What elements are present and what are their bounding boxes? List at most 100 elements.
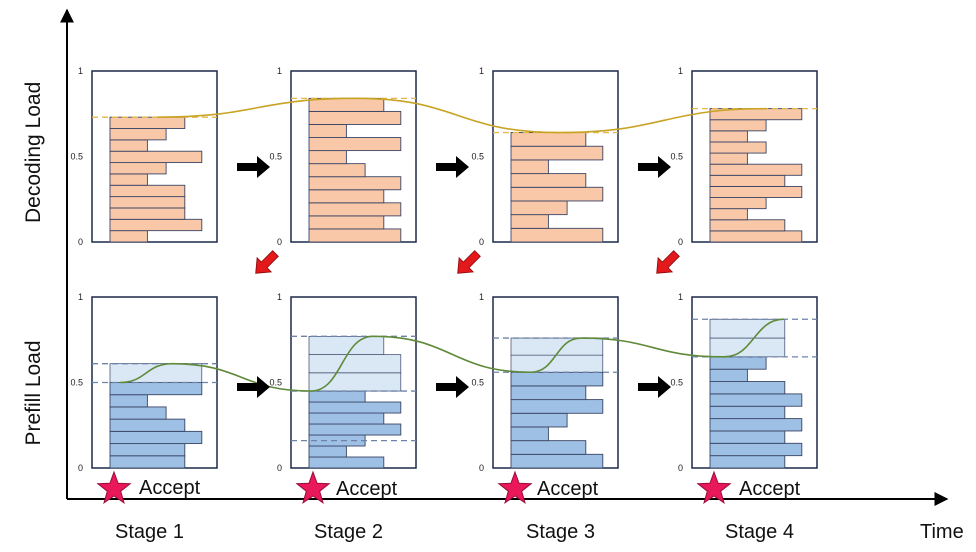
decode-bar xyxy=(510,200,568,216)
decode-bar xyxy=(709,197,767,210)
prefill-bar xyxy=(308,445,347,458)
decode-bar xyxy=(109,162,167,175)
stars-group xyxy=(96,470,732,504)
tick-label: 1 xyxy=(277,66,282,76)
prefill-bar xyxy=(709,442,803,457)
tick-label: 1 xyxy=(78,66,83,76)
prefill-bar xyxy=(709,405,786,420)
decode-bar xyxy=(510,214,549,229)
prefill-bar xyxy=(109,418,186,432)
decode-bar xyxy=(709,208,748,221)
tick-label: 1 xyxy=(678,66,683,76)
prefill-bar xyxy=(308,390,366,403)
tick-label: 0.5 xyxy=(670,378,683,388)
decode-bar xyxy=(308,215,385,230)
y-label-prefill: Prefill Load xyxy=(22,340,45,446)
prefill-pending-bar xyxy=(510,354,604,373)
prefill-pending-bar xyxy=(308,335,385,355)
star-icon xyxy=(295,470,331,504)
diagonal-arrow-icon xyxy=(656,250,680,274)
star-icon xyxy=(696,470,732,504)
decode-bar xyxy=(709,130,748,143)
decode-bar xyxy=(709,230,803,243)
tick-label: 1 xyxy=(78,292,83,302)
decode-bar xyxy=(709,174,786,187)
decode-bar xyxy=(709,119,767,132)
ticks-group: 1 0.5 0 1 0.5 0 1 0.5 0 1 0.5 0 1 0.5 0 1 0.5 0 1 0.5 0 1 0.5 0 xyxy=(70,66,683,473)
decode-bar xyxy=(510,159,549,175)
right-arrow-icon xyxy=(237,156,270,178)
decode-bar xyxy=(308,228,402,243)
tick-label: 1 xyxy=(479,292,484,302)
decode-bar xyxy=(308,137,402,152)
decode-bar xyxy=(109,218,203,232)
stage-label-4: Stage 4 xyxy=(725,521,794,543)
decode-bar xyxy=(510,145,604,161)
tick-label: 1 xyxy=(678,292,683,302)
decode-bar xyxy=(308,189,385,204)
prefill-bar xyxy=(109,430,203,445)
prefill-bar xyxy=(709,393,803,407)
tick-label: 0.5 xyxy=(269,152,282,162)
prefill-trend-curve xyxy=(119,318,785,392)
decode-bar xyxy=(109,184,186,198)
prefill-bar xyxy=(308,401,402,414)
decode-bar xyxy=(709,163,803,176)
tick-label: 0 xyxy=(678,237,683,247)
decode-bar xyxy=(308,124,347,138)
tick-label: 1 xyxy=(277,292,282,302)
curves-group xyxy=(119,97,785,392)
prefill-bar xyxy=(109,443,186,457)
prefill-bar xyxy=(109,394,148,408)
prefill-bar xyxy=(510,426,549,442)
prefill-bar xyxy=(308,412,385,425)
stage-label-1: Stage 1 xyxy=(115,521,184,543)
decode-bar xyxy=(510,173,587,188)
prefill-bar xyxy=(510,371,604,387)
decode-bar xyxy=(109,173,148,186)
tick-label: 0.5 xyxy=(670,152,683,162)
star-icon xyxy=(96,470,132,504)
tick-label: 0 xyxy=(277,463,282,473)
decode-bar xyxy=(109,230,148,243)
decode-bar xyxy=(308,110,402,125)
tick-label: 0.5 xyxy=(471,152,484,162)
tick-label: 0.5 xyxy=(471,378,484,388)
decode-bar xyxy=(709,152,748,165)
prefill-pending-bar xyxy=(510,337,604,356)
stage-label-2: Stage 2 xyxy=(314,521,383,543)
arrows-group xyxy=(237,156,680,398)
panels-group xyxy=(91,70,818,469)
y-label-decoding: Decoding Load xyxy=(22,81,45,223)
prefill-bar xyxy=(510,412,568,428)
prefill-bar xyxy=(709,455,786,469)
prefill-bar xyxy=(709,418,803,432)
tick-label: 0.5 xyxy=(269,378,282,388)
prefill-bar xyxy=(308,456,385,469)
decode-bar xyxy=(109,196,186,209)
decode-bar xyxy=(510,186,604,202)
prefill-pending-bar xyxy=(709,337,786,358)
diagonal-arrow-shape xyxy=(457,250,481,274)
stage-label-3: Stage 3 xyxy=(526,521,595,543)
decode-bar xyxy=(308,97,385,112)
tick-label: 0 xyxy=(479,463,484,473)
decode-bar xyxy=(109,128,167,141)
right-arrow-icon xyxy=(436,376,469,398)
decode-bar xyxy=(109,207,186,220)
tick-label: 1 xyxy=(479,66,484,76)
decode-bar xyxy=(709,141,767,154)
right-arrow-icon xyxy=(638,156,671,178)
tick-label: 0 xyxy=(479,237,484,247)
right-arrow-icon xyxy=(436,156,469,178)
tick-label: 0 xyxy=(78,463,83,473)
diagonal-arrow-icon xyxy=(457,250,481,274)
prefill-pending-bar xyxy=(308,354,402,374)
decode-bar xyxy=(510,132,587,147)
decode-trend-curve xyxy=(156,97,768,134)
decode-bar xyxy=(709,185,803,198)
decode-bar xyxy=(308,150,347,165)
prefill-bar xyxy=(709,381,786,395)
right-arrow-icon xyxy=(237,376,270,398)
